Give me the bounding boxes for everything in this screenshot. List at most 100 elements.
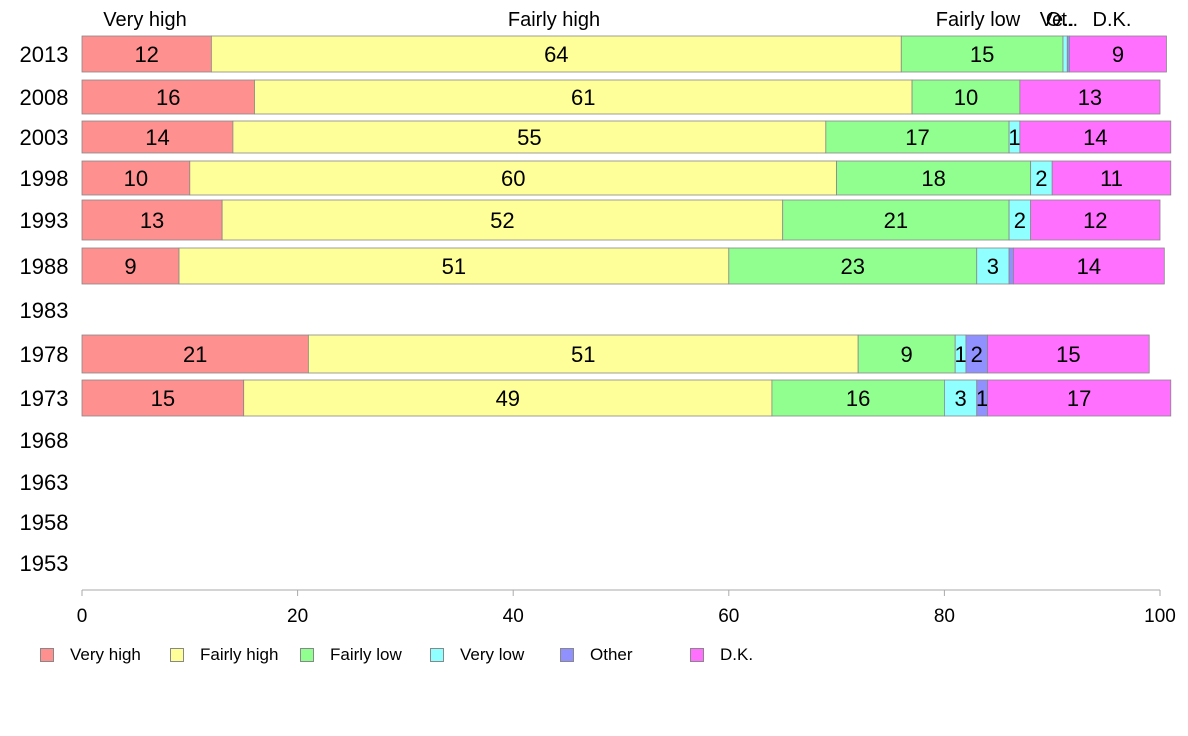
data-label: 23: [841, 254, 865, 279]
data-label: 1: [1008, 125, 1020, 150]
data-label: 10: [954, 85, 978, 110]
bar-segment: [987, 334, 1150, 374]
data-label: 51: [442, 254, 466, 279]
year-label: 1963: [20, 470, 69, 495]
data-label: 9: [1112, 42, 1124, 67]
legend-swatch: [560, 648, 574, 662]
year-label: 1953: [20, 551, 69, 576]
bar-segment: [1012, 247, 1165, 285]
data-label: 15: [970, 42, 994, 67]
data-label: 60: [501, 166, 525, 191]
bar-segment: [1008, 247, 1014, 285]
data-label: 10: [124, 166, 148, 191]
data-label: 15: [1056, 342, 1080, 367]
year-label: 1968: [20, 428, 69, 453]
legend-item: Fairly high: [170, 645, 278, 665]
data-label: 1: [976, 386, 988, 411]
data-label: 16: [156, 85, 180, 110]
data-label: 9: [124, 254, 136, 279]
legend-label: D.K.: [720, 645, 754, 664]
bar-segment: [1019, 79, 1161, 115]
bar-segment: [825, 120, 1010, 154]
x-tick-label: 20: [287, 606, 308, 627]
top-series-label: Fairly high: [508, 9, 600, 31]
data-label: 13: [1078, 85, 1102, 110]
bar-segment: [189, 160, 837, 196]
bar-segment: [81, 79, 255, 115]
bar-segment: [81, 120, 234, 154]
x-tick-label: 0: [77, 606, 88, 627]
bar-segment: [836, 160, 1032, 196]
year-label: 1978: [20, 342, 69, 367]
bar-segment: [782, 199, 1010, 241]
bar-segment: [81, 199, 223, 241]
legend-swatch: [300, 648, 314, 662]
data-label: 17: [905, 125, 929, 150]
legend-label: Very high: [70, 645, 141, 664]
bar-segment: [221, 199, 784, 241]
year-label: 1973: [20, 386, 69, 411]
bar-segment: [1030, 199, 1161, 241]
top-series-label: Ot..: [1046, 9, 1078, 31]
legend-item: Fairly low: [300, 645, 402, 665]
bar-segment: [254, 79, 913, 115]
legend-item: Very high: [40, 645, 141, 665]
data-label: 16: [846, 386, 870, 411]
bar-segment: [81, 379, 245, 417]
bar-segment: [81, 247, 180, 285]
data-label: 61: [571, 85, 595, 110]
data-label: 2: [1035, 166, 1047, 191]
data-label: 9: [901, 342, 913, 367]
chart-legend: Very high Fairly high Fairly low Very low Ot…: [40, 645, 800, 665]
bar-segment: [1019, 120, 1172, 154]
bar-segment: [944, 379, 978, 417]
bar-segment: [81, 334, 309, 374]
data-label: 21: [183, 342, 207, 367]
top-series-label: Very high: [103, 9, 186, 31]
x-tick-label: 100: [1144, 606, 1176, 627]
bar-segment: [178, 247, 730, 285]
data-label: 64: [544, 42, 568, 67]
legend-swatch: [430, 648, 444, 662]
top-series-label: Fairly low: [936, 9, 1021, 31]
bar-segment: [976, 247, 1010, 285]
legend-swatch: [40, 648, 54, 662]
bar-segment: [243, 379, 773, 417]
data-label: 15: [151, 386, 175, 411]
data-label: 3: [987, 254, 999, 279]
legend-item: D.K.: [690, 645, 753, 665]
bar-segment: [771, 379, 945, 417]
legend-item: Very low: [430, 645, 524, 665]
x-tick-label: 80: [934, 606, 955, 627]
bar-segment: [210, 35, 902, 73]
top-series-label: Ve..: [1040, 9, 1074, 31]
bar-segment: [728, 247, 978, 285]
year-label: 1988: [20, 254, 69, 279]
legend-label: Fairly high: [200, 645, 279, 664]
bar-segment: [81, 160, 191, 196]
top-series-label: D.K.: [1093, 9, 1132, 31]
legend-label: Other: [590, 645, 633, 664]
data-label: 18: [921, 166, 945, 191]
data-label: 14: [145, 125, 169, 150]
year-label: 1993: [20, 208, 69, 233]
data-label: 2: [971, 342, 983, 367]
year-label: 2013: [20, 42, 69, 67]
year-label: 1998: [20, 166, 69, 191]
legend-swatch: [690, 648, 704, 662]
year-label: 1958: [20, 510, 69, 535]
data-label: 14: [1077, 254, 1101, 279]
bar-segment: [307, 334, 859, 374]
x-tick-label: 40: [503, 606, 524, 627]
data-label: 55: [517, 125, 541, 150]
data-label: 12: [1083, 208, 1107, 233]
bar-segment: [1069, 35, 1167, 73]
data-label: 11: [1100, 166, 1123, 191]
data-label: 17: [1067, 386, 1091, 411]
year-label: 2003: [20, 125, 69, 150]
data-label: 12: [134, 42, 158, 67]
legend-item: Other: [560, 645, 633, 665]
data-label: 2: [1014, 208, 1026, 233]
year-label: 2008: [20, 85, 69, 110]
